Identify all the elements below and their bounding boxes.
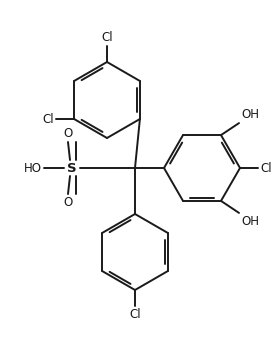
Text: Cl: Cl bbox=[129, 308, 141, 321]
Text: HO: HO bbox=[24, 162, 42, 175]
Text: Cl: Cl bbox=[101, 31, 113, 44]
Text: Cl: Cl bbox=[260, 162, 272, 175]
Text: S: S bbox=[67, 162, 77, 175]
Text: OH: OH bbox=[241, 108, 259, 121]
Text: OH: OH bbox=[241, 215, 259, 228]
Text: O: O bbox=[63, 127, 73, 140]
Text: Cl: Cl bbox=[43, 113, 54, 126]
Text: O: O bbox=[63, 196, 73, 209]
